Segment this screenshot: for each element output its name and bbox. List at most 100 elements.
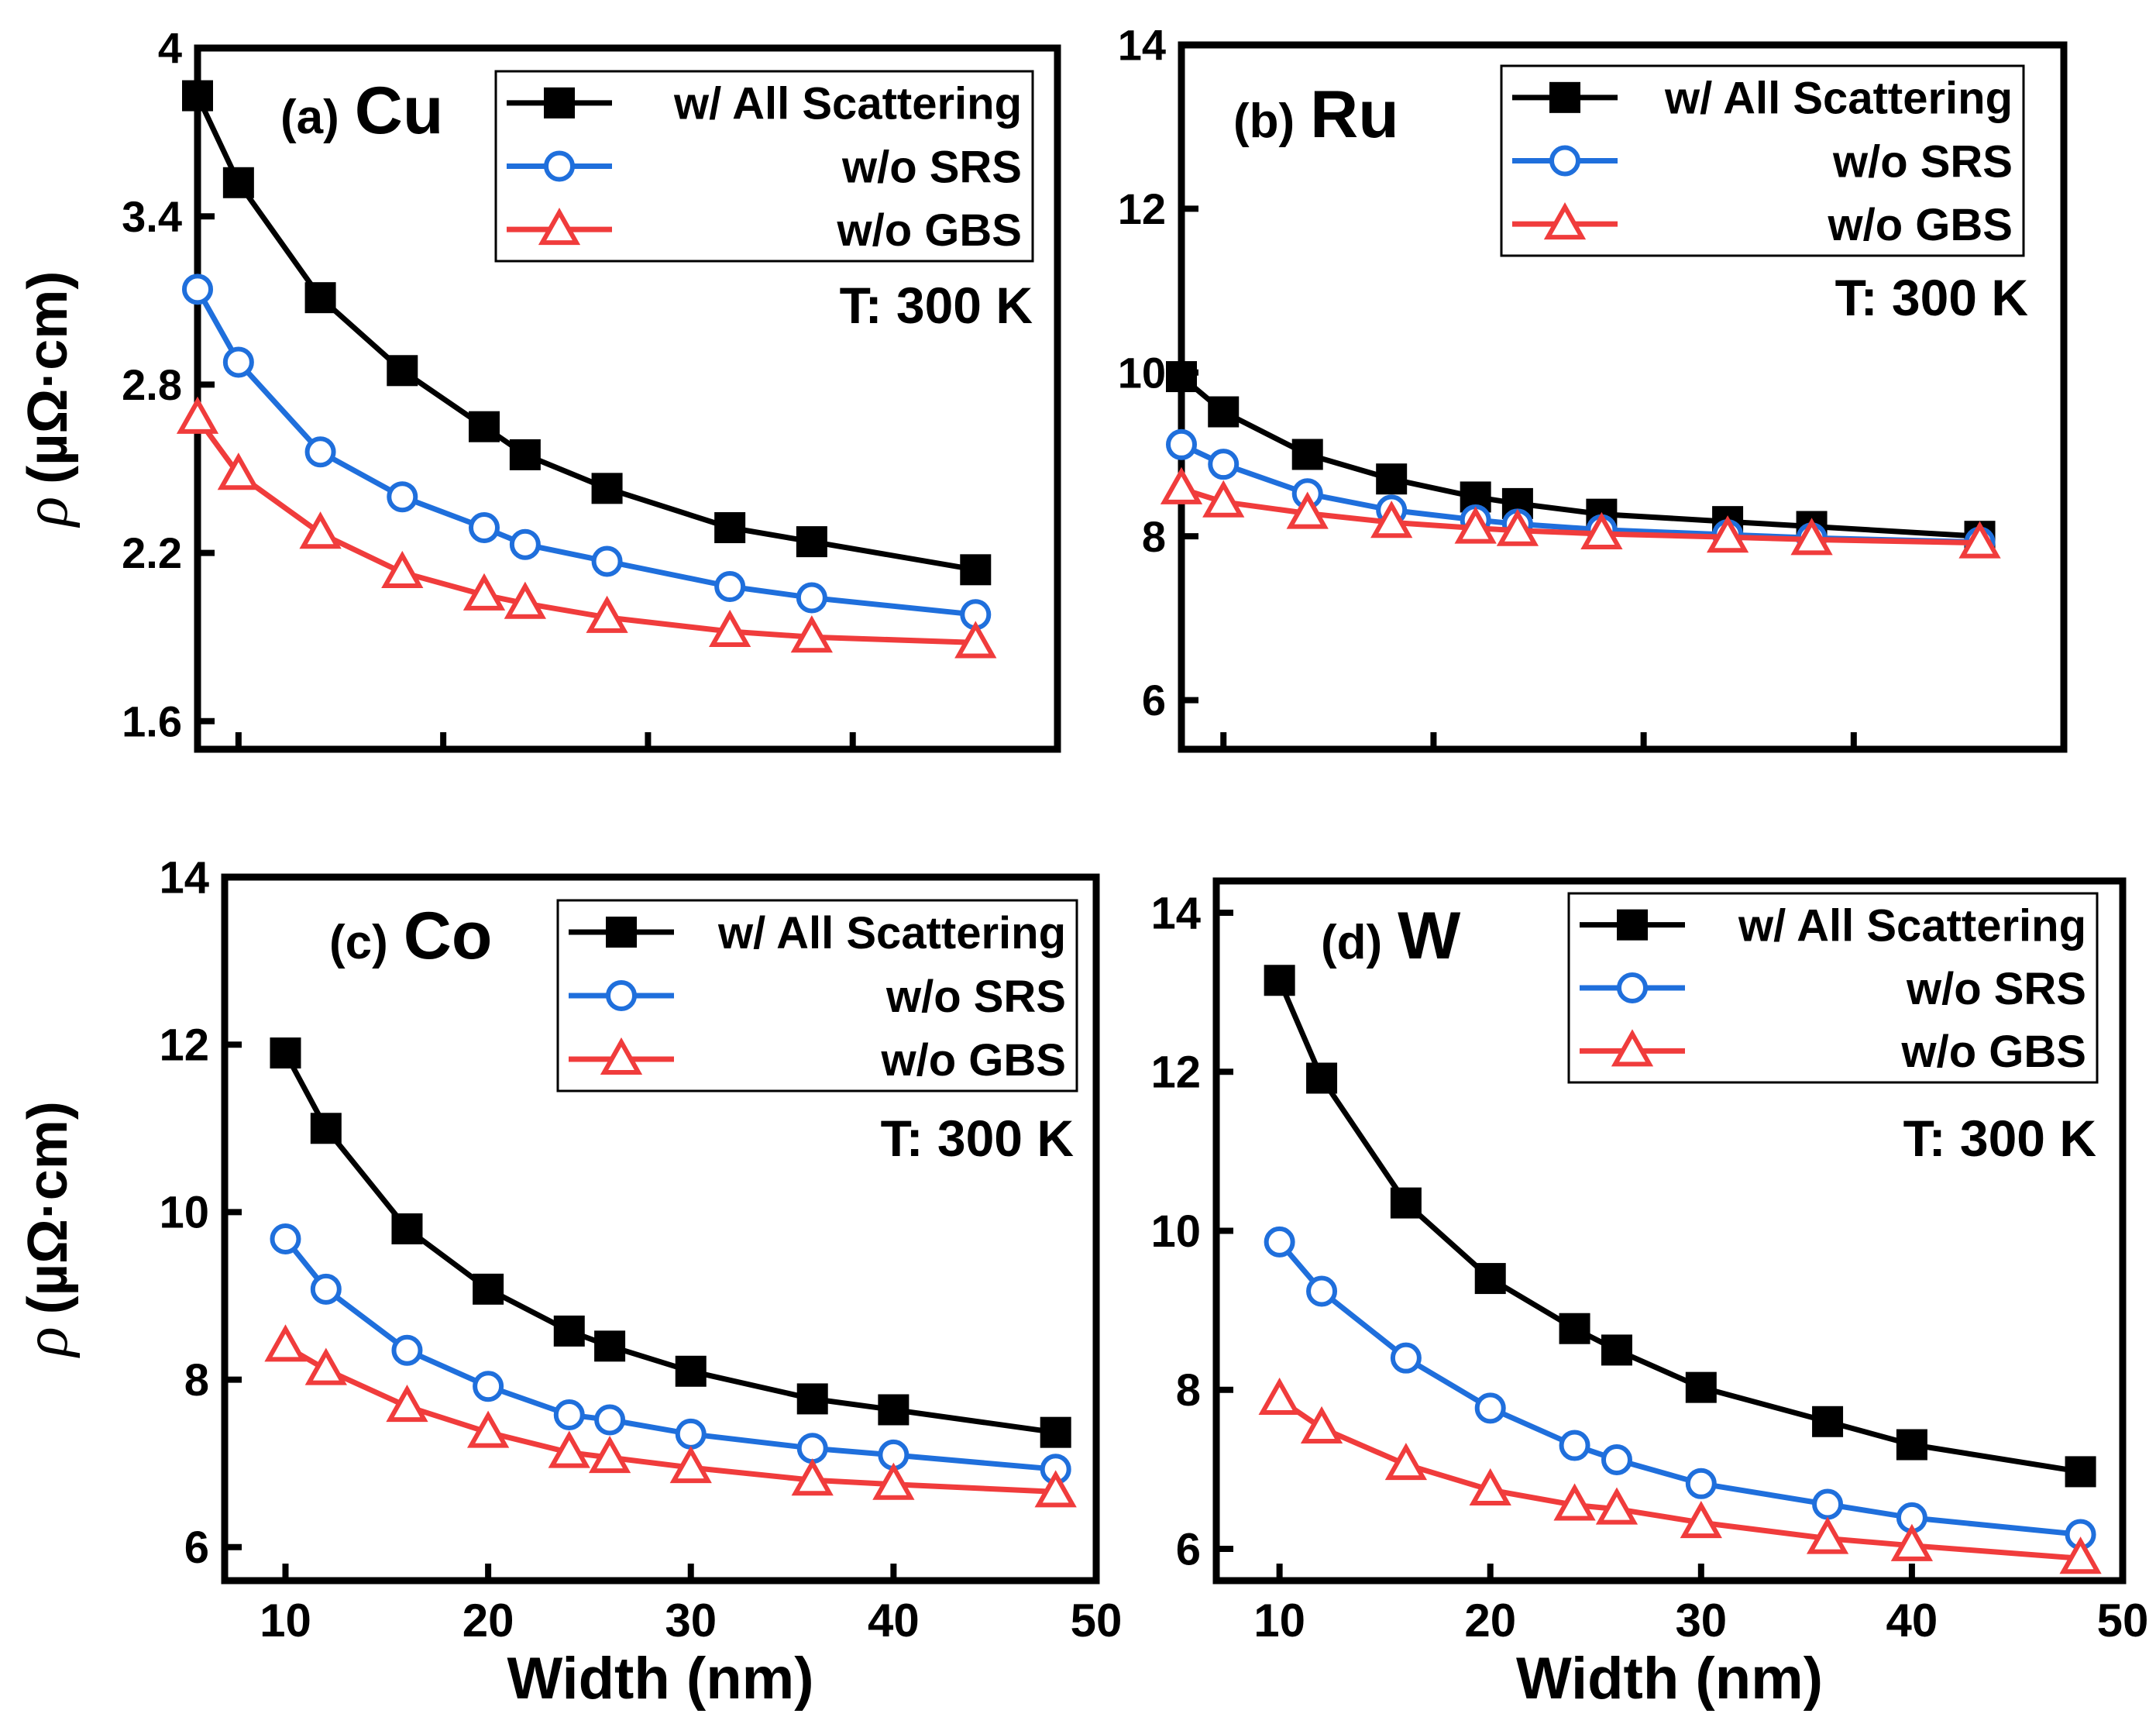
data-point-square xyxy=(473,1273,504,1305)
legend-label-srs: w/o SRS xyxy=(1906,964,2086,1014)
data-point-square xyxy=(182,80,213,112)
y-tick-label: 6 xyxy=(1142,676,1166,724)
data-point-square xyxy=(1291,439,1323,470)
legend-label-gbs: w/o GBS xyxy=(881,1035,1066,1086)
data-point-square xyxy=(878,1394,910,1426)
data-point-triangle xyxy=(2059,1536,2102,1574)
x-tick-label: 20 xyxy=(462,1595,514,1646)
data-point-circle xyxy=(1390,1342,1422,1374)
data-point-triangle xyxy=(588,1435,631,1474)
data-point-circle xyxy=(1685,1468,1717,1499)
y-tick-label: 4 xyxy=(158,24,182,73)
y-tick-label: 2.8 xyxy=(122,360,182,409)
series-line-all xyxy=(283,1051,1057,1436)
data-point-triangle xyxy=(1202,480,1245,518)
y-tick-label: 6 xyxy=(184,1523,209,1573)
data-point-circle xyxy=(591,545,623,577)
data-point-circle xyxy=(1601,1444,1632,1476)
panel-metal: Ru xyxy=(1310,77,1399,152)
data-point-square xyxy=(1896,1429,1927,1461)
series-line-gbs xyxy=(1180,486,1980,546)
temperature-label: T: 300 K xyxy=(1835,269,2029,326)
data-point-triangle xyxy=(466,1410,510,1448)
data-point-triangle xyxy=(790,615,833,653)
data-point-circle xyxy=(1208,449,1240,480)
data-point-triangle xyxy=(586,595,628,633)
temperature-label: T: 300 K xyxy=(881,1110,1075,1167)
data-point-circle xyxy=(310,1273,342,1305)
legend-label-srs: w/o SRS xyxy=(841,142,1022,192)
data-point-circle xyxy=(391,1334,423,1366)
y-tick-label: 10 xyxy=(1118,348,1166,397)
x-tick-label: 50 xyxy=(2097,1595,2149,1646)
data-point-triangle xyxy=(669,1445,712,1484)
data-point-circle xyxy=(544,150,575,182)
data-point-triangle xyxy=(1496,508,1539,546)
y-axis-title-unit: (µΩ·cm) xyxy=(17,271,79,484)
data-point-square xyxy=(1166,361,1197,393)
data-point-circle xyxy=(1549,145,1580,177)
data-point-triangle xyxy=(462,573,506,611)
data-point-circle xyxy=(509,528,541,560)
data-point-triangle xyxy=(176,396,219,434)
legend-label-gbs: w/o GBS xyxy=(1901,1027,2086,1077)
data-point-circle xyxy=(594,1404,626,1436)
data-point-square xyxy=(606,917,637,948)
data-point-circle xyxy=(606,980,637,1011)
y-tick-label: 14 xyxy=(1118,21,1166,70)
data-point-square xyxy=(1549,81,1580,113)
data-point-circle xyxy=(1812,1488,1844,1520)
data-point-circle xyxy=(796,582,827,614)
legend-label-srs: w/o SRS xyxy=(885,972,1066,1022)
data-point-triangle xyxy=(538,208,581,246)
data-point-triangle xyxy=(386,1385,428,1423)
data-point-square xyxy=(304,282,336,314)
data-point-circle xyxy=(270,1223,301,1254)
series-line-gbs xyxy=(195,416,976,645)
x-tick-label: 20 xyxy=(1464,1595,1516,1646)
data-point-triangle xyxy=(1160,466,1203,504)
x-tick-label: 30 xyxy=(665,1595,717,1646)
data-point-circle xyxy=(675,1418,707,1450)
data-point-triangle xyxy=(1958,521,2001,559)
data-point-square xyxy=(544,87,575,119)
data-point-triangle xyxy=(709,609,751,647)
y-axis-title: ρ (µΩ·cm) xyxy=(12,1101,81,1359)
data-point-square xyxy=(1264,965,1295,996)
data-point-circle xyxy=(1166,428,1197,460)
series-line-gbs xyxy=(284,1344,1056,1495)
data-point-square xyxy=(594,1330,626,1362)
panel-title: (c) Co xyxy=(329,899,492,973)
data-point-triangle xyxy=(1611,1029,1654,1067)
legend-label-srs: w/o SRS xyxy=(1832,136,2013,187)
data-point-circle xyxy=(1559,1430,1590,1461)
legend-label-gbs: w/o GBS xyxy=(1828,200,2013,250)
temperature-label: T: 300 K xyxy=(840,277,1033,334)
data-point-square xyxy=(1601,1334,1632,1366)
data-point-square xyxy=(1306,1062,1338,1094)
data-point-triangle xyxy=(1258,1377,1301,1416)
data-point-triangle xyxy=(872,1462,915,1500)
data-point-circle xyxy=(222,346,254,378)
data-point-square xyxy=(675,1355,707,1387)
data-point-square xyxy=(796,526,827,558)
x-tick-label: 30 xyxy=(1675,1595,1727,1646)
data-point-triangle xyxy=(1790,518,1833,556)
series-line-gbs xyxy=(1277,1397,2081,1561)
x-tick-label: 10 xyxy=(260,1595,311,1646)
y-tick-label: 3.4 xyxy=(122,192,182,241)
data-point-square xyxy=(1559,1313,1590,1344)
panel-metal: Co xyxy=(404,899,493,973)
data-point-square xyxy=(1376,463,1408,495)
legend-label-all: w/ All Scattering xyxy=(673,79,1022,129)
data-point-square xyxy=(796,1383,828,1415)
legend-label-gbs: w/o GBS xyxy=(837,205,1022,256)
panel-metal: Cu xyxy=(355,74,444,148)
y-axis-title-unit: (µΩ·cm) xyxy=(17,1101,79,1314)
series-line-srs xyxy=(1277,1240,2081,1537)
data-point-triangle xyxy=(1706,515,1749,553)
data-point-triangle xyxy=(1384,1443,1428,1481)
series-line-all xyxy=(1277,979,2082,1474)
